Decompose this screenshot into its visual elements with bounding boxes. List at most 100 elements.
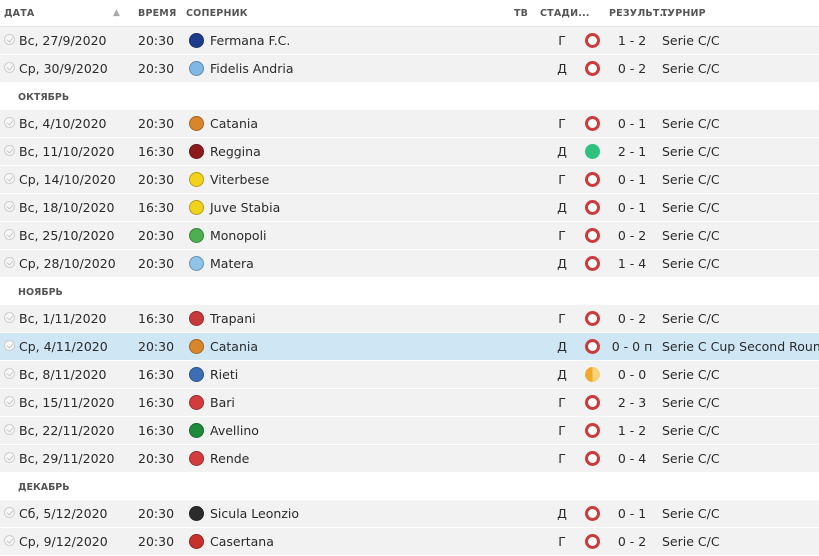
column-header-date[interactable]: ДАТА	[4, 7, 35, 19]
opponent-name[interactable]: Catania	[210, 339, 259, 354]
opponent-name[interactable]: Avellino	[210, 423, 259, 438]
table-row[interactable]: Вс, 22/11/2020 16:30 Avellino Г 1 - 2 Serie C…	[0, 417, 819, 445]
venue: Г	[558, 534, 566, 549]
result-loss-icon	[585, 395, 600, 410]
table-row[interactable]: Вс, 25/10/2020 20:30 Monopoli Г 0 - 2 Serie C…	[0, 222, 819, 250]
score[interactable]: 2 - 3	[617, 395, 647, 410]
competition[interactable]: Serie C/C	[662, 200, 720, 215]
row-check-icon[interactable]	[4, 117, 15, 128]
column-header-tv[interactable]: ТВ	[514, 7, 529, 19]
opponent-name[interactable]: Viterbese	[210, 172, 270, 187]
opponent-name[interactable]: Rieti	[210, 367, 239, 382]
opponent-name[interactable]: Monopoli	[210, 228, 267, 243]
competition[interactable]: Serie C/C	[662, 311, 720, 326]
match-time: 20:30	[138, 228, 175, 243]
row-check-icon[interactable]	[4, 340, 15, 351]
opponent-name[interactable]: Juve Stabia	[210, 200, 281, 215]
column-header-tournament[interactable]: ТУРНИР	[661, 7, 706, 19]
competition[interactable]: Serie C/C	[662, 395, 720, 410]
competition[interactable]: Serie C/C	[662, 423, 720, 438]
row-check-icon[interactable]	[4, 145, 15, 156]
venue: Д	[557, 144, 567, 159]
row-check-icon[interactable]	[4, 452, 15, 463]
score[interactable]: 2 - 1	[617, 144, 647, 159]
row-check-icon[interactable]	[4, 34, 15, 45]
competition[interactable]: Serie C/C	[662, 506, 720, 521]
result-loss-icon	[585, 33, 600, 48]
competition[interactable]: Serie C/C	[662, 144, 720, 159]
column-header-stadium[interactable]: СТАДИ...	[540, 7, 590, 19]
opponent-name[interactable]: Bari	[210, 395, 235, 410]
score[interactable]: 1 - 4	[617, 256, 647, 271]
competition[interactable]: Serie C/C	[662, 228, 720, 243]
competition[interactable]: Serie C/C	[662, 451, 720, 466]
table-row[interactable]: Ср, 4/11/2020 20:30 Catania Д 0 - 0 п Serie C…	[0, 333, 819, 361]
club-crest-icon	[189, 200, 204, 215]
competition[interactable]: Serie C/C	[662, 33, 720, 48]
table-row[interactable]: Вс, 29/11/2020 20:30 Rende Г 0 - 4 Serie C/C	[0, 445, 819, 473]
row-check-icon[interactable]	[4, 62, 15, 73]
column-header-opponent[interactable]: СОПЕРНИК	[186, 7, 248, 19]
opponent-name[interactable]: Rende	[210, 451, 250, 466]
row-check-icon[interactable]	[4, 396, 15, 407]
table-row[interactable]: Вс, 27/9/2020 20:30 Fermana F.C. Г 1 - 2 Seri…	[0, 27, 819, 55]
row-check-icon[interactable]	[4, 201, 15, 212]
opponent-name[interactable]: Fidelis Andria	[210, 61, 294, 76]
score[interactable]: 0 - 1	[617, 116, 647, 131]
score[interactable]: 0 - 1	[617, 172, 647, 187]
competition[interactable]: Serie C/C	[662, 61, 720, 76]
table-row[interactable]: Сб, 5/12/2020 20:30 Sicula Leonzio Д 0 - 1 Se…	[0, 500, 819, 528]
row-check-icon[interactable]	[4, 173, 15, 184]
competition[interactable]: Serie C/C	[662, 172, 720, 187]
row-check-icon[interactable]	[4, 424, 15, 435]
table-row[interactable]: Вс, 18/10/2020 16:30 Juve Stabia Д 0 - 1 Seri…	[0, 194, 819, 222]
score[interactable]: 1 - 2	[617, 423, 647, 438]
match-time: 20:30	[138, 116, 175, 131]
score[interactable]: 0 - 4	[617, 451, 647, 466]
opponent-name[interactable]: Sicula Leonzio	[210, 506, 299, 521]
sort-arrow-icon[interactable]: ▲	[113, 8, 121, 18]
venue: Д	[557, 61, 567, 76]
opponent-name[interactable]: Casertana	[210, 534, 274, 549]
row-check-icon[interactable]	[4, 229, 15, 240]
score[interactable]: 0 - 0 п	[611, 339, 653, 354]
table-row[interactable]: Ср, 14/10/2020 20:30 Viterbese Г 0 - 1 Serie …	[0, 166, 819, 194]
score[interactable]: 0 - 1	[617, 200, 647, 215]
score[interactable]: 0 - 2	[617, 534, 647, 549]
table-row[interactable]: Ср, 9/12/2020 20:30 Casertana Г 0 - 2 Serie C…	[0, 528, 819, 556]
venue: Г	[558, 311, 566, 326]
competition[interactable]: Serie C/C	[662, 367, 720, 382]
score[interactable]: 0 - 1	[617, 506, 647, 521]
competition[interactable]: Serie C/C	[662, 116, 720, 131]
table-row[interactable]: Вс, 15/11/2020 16:30 Bari Г 2 - 3 Serie C/C	[0, 389, 819, 417]
row-check-icon[interactable]	[4, 368, 15, 379]
table-row[interactable]: Вс, 8/11/2020 16:30 Rieti Д 0 - 0 Serie C/C	[0, 361, 819, 389]
row-check-icon[interactable]	[4, 507, 15, 518]
score[interactable]: 0 - 2	[617, 61, 647, 76]
row-check-icon[interactable]	[4, 312, 15, 323]
opponent-name[interactable]: Reggina	[210, 144, 261, 159]
club-crest-icon	[189, 506, 204, 521]
score[interactable]: 1 - 2	[617, 33, 647, 48]
opponent-name[interactable]: Fermana F.C.	[210, 33, 291, 48]
competition[interactable]: Serie C Cup Second Round	[662, 339, 819, 354]
column-header-result[interactable]: РЕЗУЛЬТ...	[609, 7, 671, 19]
table-row[interactable]: Вс, 4/10/2020 20:30 Catania Г 0 - 1 Serie C/C	[0, 110, 819, 138]
table-row[interactable]: Вс, 11/10/2020 16:30 Reggina Д 2 - 1 Serie C/…	[0, 138, 819, 166]
column-header-time[interactable]: ВРЕМЯ	[138, 7, 177, 19]
score[interactable]: 0 - 0	[617, 367, 647, 382]
opponent-name[interactable]: Catania	[210, 116, 259, 131]
table-row[interactable]: Ср, 30/9/2020 20:30 Fidelis Andria Д 0 - 2 Se…	[0, 55, 819, 83]
row-check-icon[interactable]	[4, 535, 15, 546]
table-row[interactable]: Ср, 28/10/2020 20:30 Matera Д 1 - 4 Serie C/C	[0, 250, 819, 278]
row-check-icon[interactable]	[4, 257, 15, 268]
venue: Г	[558, 228, 566, 243]
table-row[interactable]: Вс, 1/11/2020 16:30 Trapani Г 0 - 2 Serie C/C	[0, 305, 819, 333]
opponent-name[interactable]: Trapani	[210, 311, 256, 326]
competition[interactable]: Serie C/C	[662, 534, 720, 549]
score[interactable]: 0 - 2	[617, 311, 647, 326]
venue: Г	[558, 451, 566, 466]
competition[interactable]: Serie C/C	[662, 256, 720, 271]
opponent-name[interactable]: Matera	[210, 256, 254, 271]
score[interactable]: 0 - 2	[617, 228, 647, 243]
